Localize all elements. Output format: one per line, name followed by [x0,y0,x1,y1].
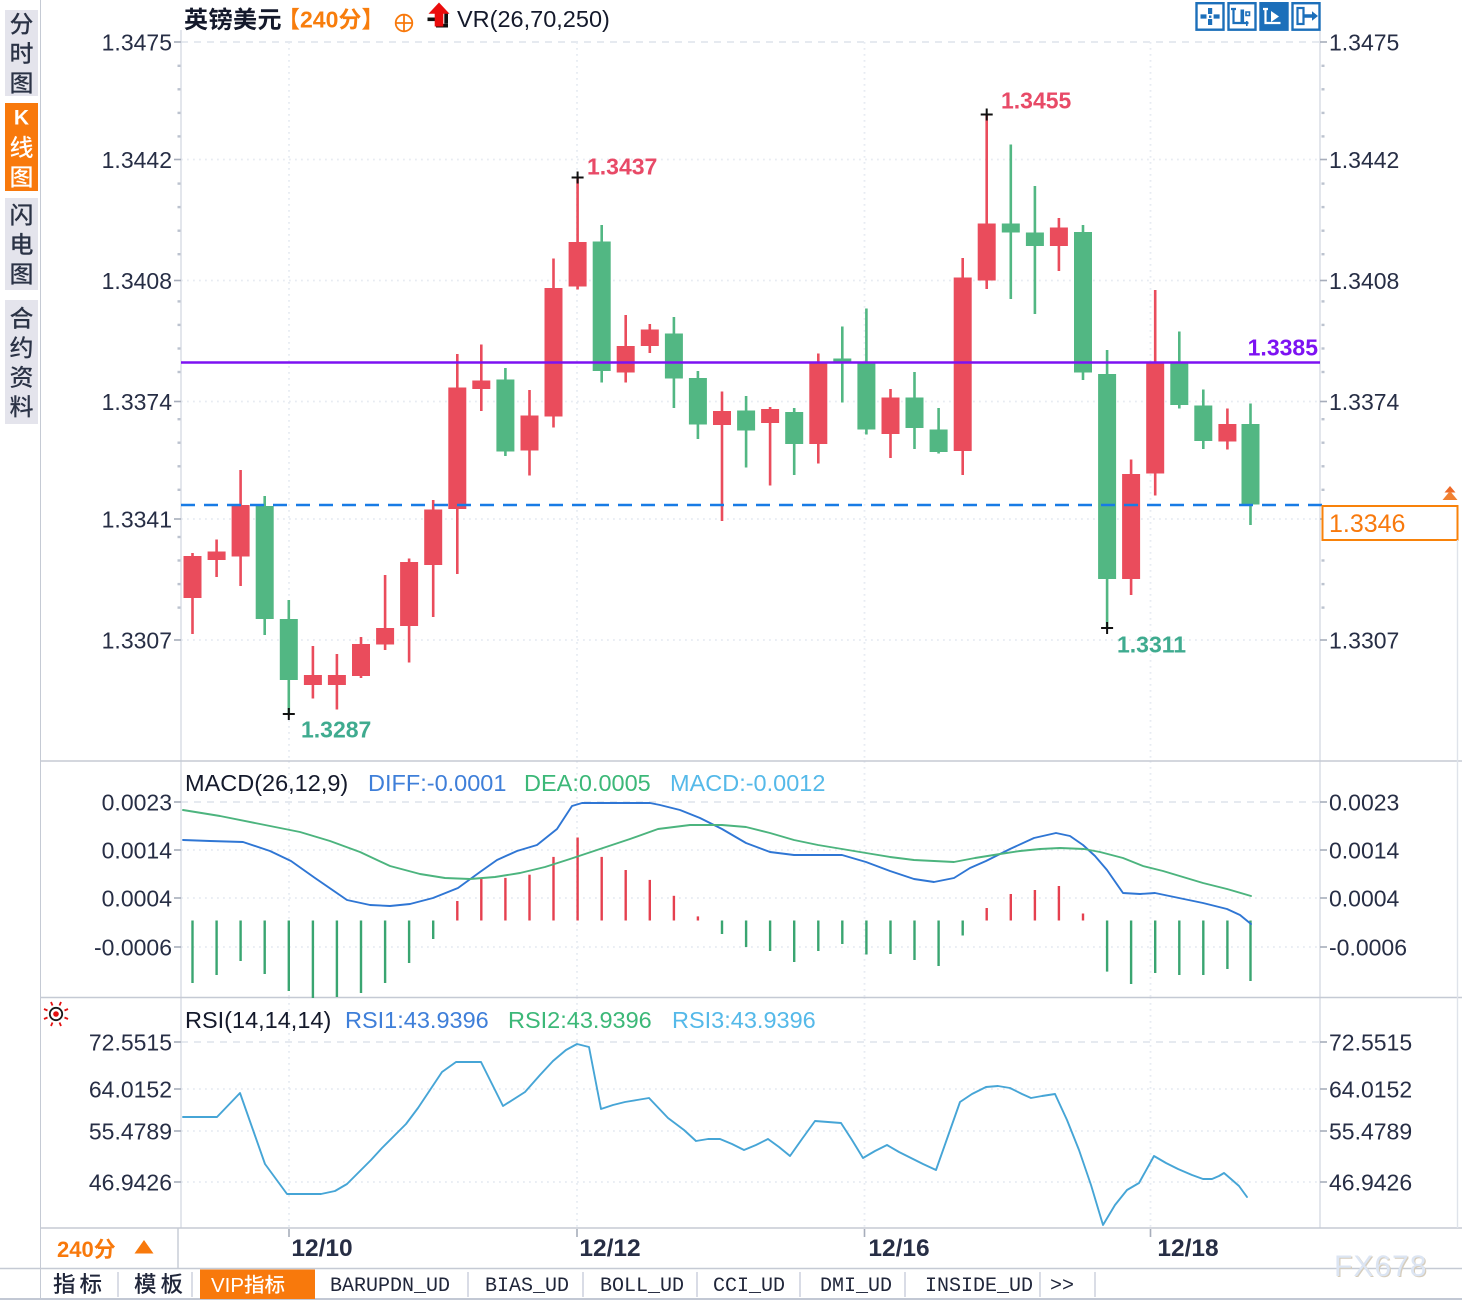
svg-text:64.0152: 64.0152 [1329,1076,1412,1102]
svg-text:240: 240 [57,1237,94,1262]
svg-text:VR(26,70,250): VR(26,70,250) [457,6,610,32]
svg-text:1.3408: 1.3408 [1329,268,1399,294]
svg-text:55.4789: 55.4789 [89,1118,172,1144]
svg-text:46.9426: 46.9426 [1329,1169,1412,1195]
svg-text:INSIDE_UD: INSIDE_UD [925,1275,1033,1298]
svg-text:12/10: 12/10 [291,1235,352,1262]
svg-text:46.9426: 46.9426 [89,1169,172,1195]
svg-text:DIFF:-0.0001: DIFF:-0.0001 [368,770,506,796]
svg-text:0.0004: 0.0004 [102,885,173,911]
svg-text:1.3385: 1.3385 [1248,334,1319,360]
svg-text:BARUPDN_UD: BARUPDN_UD [330,1275,450,1298]
svg-text:K: K [14,107,29,130]
svg-text:1.3311: 1.3311 [1117,631,1186,657]
svg-text:-0.0006: -0.0006 [1329,934,1407,960]
svg-text:12/12: 12/12 [579,1235,640,1262]
svg-text:>>: >> [1050,1275,1074,1298]
svg-text:1.3408: 1.3408 [102,268,172,294]
svg-text:1.3307: 1.3307 [1329,627,1399,653]
svg-text:DEA:0.0005: DEA:0.0005 [524,770,651,796]
svg-text:MACD:-0.0012: MACD:-0.0012 [670,770,825,796]
svg-text:240: 240 [300,7,338,33]
svg-text:FX678: FX678 [1335,1251,1428,1284]
svg-text:72.5515: 72.5515 [89,1029,172,1055]
svg-text:-0.0006: -0.0006 [94,934,172,960]
svg-text:1.3455: 1.3455 [1001,87,1072,113]
svg-text:RSI(14,14,14): RSI(14,14,14) [185,1007,331,1033]
svg-text:12/16: 12/16 [868,1235,929,1262]
svg-text:1.3442: 1.3442 [102,147,172,173]
svg-text:RSI1:43.9396: RSI1:43.9396 [345,1007,489,1033]
svg-text:FX678: FX678 [1334,1250,1427,1283]
svg-text:12/18: 12/18 [1157,1235,1218,1262]
svg-text:BOLL_UD: BOLL_UD [600,1275,684,1298]
svg-text:RSI2:43.9396: RSI2:43.9396 [508,1007,652,1033]
svg-text:0.0004: 0.0004 [1329,885,1400,911]
svg-text:1.3437: 1.3437 [587,153,657,179]
svg-text:1.3346: 1.3346 [1329,510,1405,538]
svg-text:1.3341: 1.3341 [102,506,172,532]
svg-text:1.3475: 1.3475 [102,29,172,55]
svg-text:64.0152: 64.0152 [89,1076,172,1102]
svg-text:VIP: VIP [211,1274,244,1297]
svg-text:0.0014: 0.0014 [1329,837,1400,863]
svg-text:1.3287: 1.3287 [301,716,371,742]
svg-text:72.5515: 72.5515 [1329,1029,1412,1055]
svg-text:1.3374: 1.3374 [1329,389,1400,415]
svg-text:MACD(26,12,9): MACD(26,12,9) [185,770,348,796]
svg-text:1.3475: 1.3475 [1329,29,1399,55]
svg-text:0.0014: 0.0014 [102,837,173,863]
svg-text:0.0023: 0.0023 [1329,789,1399,815]
svg-text:DMI_UD: DMI_UD [820,1275,892,1298]
svg-text:1.3442: 1.3442 [1329,147,1399,173]
svg-text:55.4789: 55.4789 [1329,1118,1412,1144]
svg-text:BIAS_UD: BIAS_UD [485,1275,569,1298]
svg-text:CCI_UD: CCI_UD [713,1275,785,1298]
svg-text:RSI3:43.9396: RSI3:43.9396 [672,1007,816,1033]
svg-text:1.3307: 1.3307 [102,627,172,653]
svg-text:0.0023: 0.0023 [102,789,172,815]
svg-text:1.3374: 1.3374 [102,389,173,415]
